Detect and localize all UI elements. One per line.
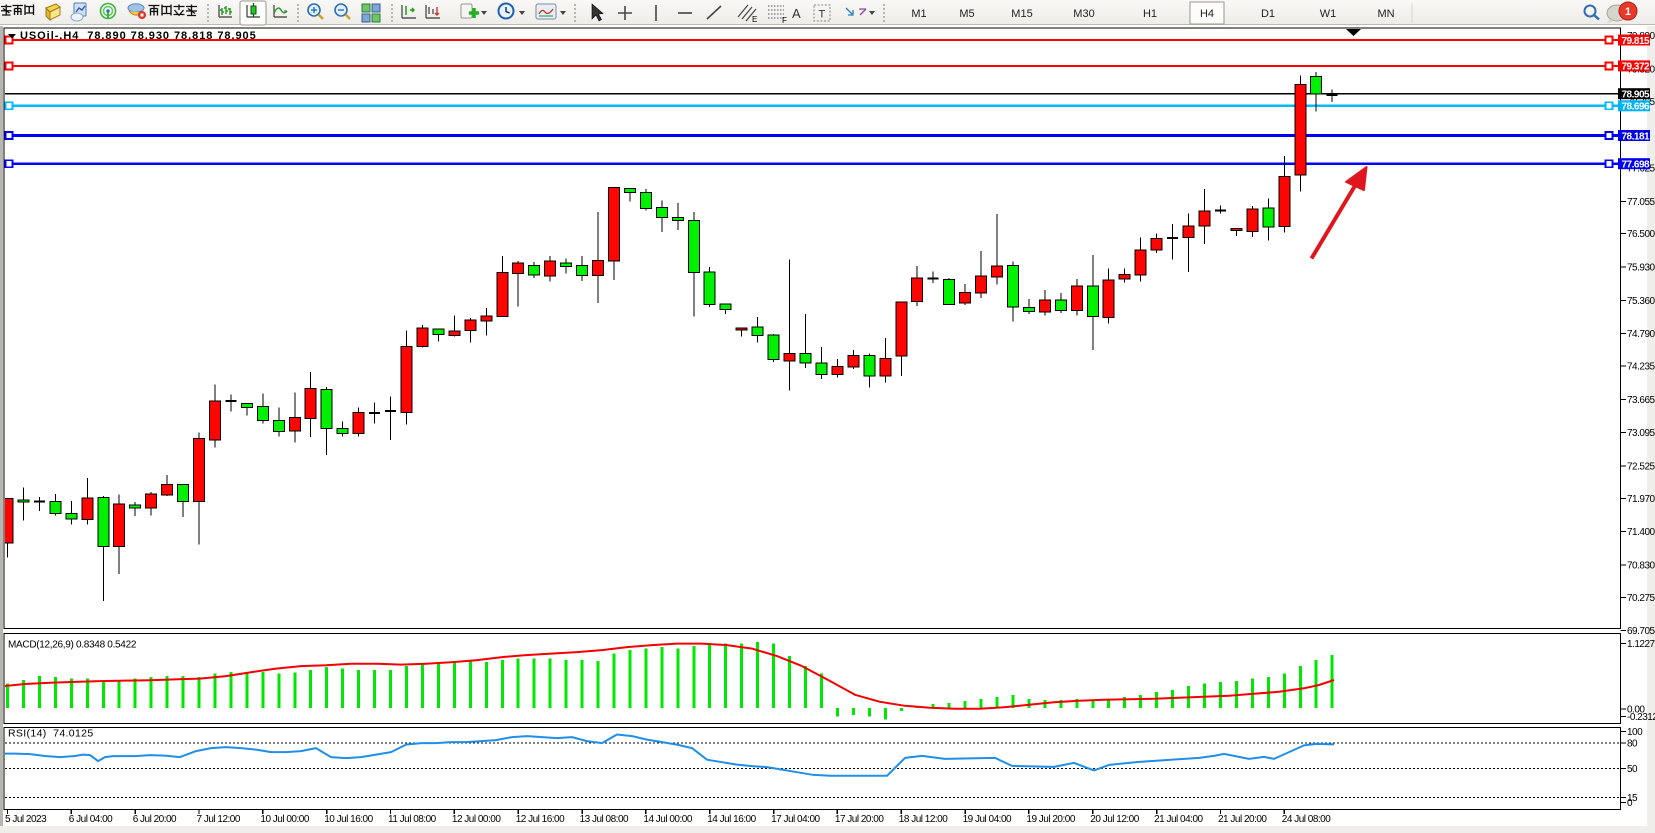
svg-text:79.372: 79.372 xyxy=(1622,62,1651,73)
svg-text:77.698: 77.698 xyxy=(1622,160,1651,171)
svg-text:-0.2312: -0.2312 xyxy=(1627,712,1655,723)
svg-text:E: E xyxy=(752,15,757,24)
svg-text:80: 80 xyxy=(1627,739,1638,750)
svg-text:18 Jul 12:00: 18 Jul 12:00 xyxy=(899,814,948,825)
svg-text:M1: M1 xyxy=(911,8,926,20)
svg-text:100: 100 xyxy=(1627,727,1643,738)
svg-text:74.235: 74.235 xyxy=(1627,362,1655,373)
svg-text:75.930: 75.930 xyxy=(1627,263,1655,274)
svg-text:71.400: 71.400 xyxy=(1627,527,1655,538)
svg-text:6 Jul 04:00: 6 Jul 04:00 xyxy=(69,814,113,825)
svg-text:F: F xyxy=(782,16,787,25)
svg-text:24 Jul 08:00: 24 Jul 08:00 xyxy=(1282,814,1331,825)
svg-text:69.705: 69.705 xyxy=(1627,626,1655,637)
svg-text:11 Jul 08:00: 11 Jul 08:00 xyxy=(388,814,437,825)
svg-text:W1: W1 xyxy=(1320,8,1337,20)
svg-text:15: 15 xyxy=(1627,793,1638,804)
svg-text:MN: MN xyxy=(1377,8,1394,20)
svg-text:0: 0 xyxy=(1627,798,1633,809)
svg-text:1.1227: 1.1227 xyxy=(1627,639,1655,650)
svg-text:17 Jul 20:00: 17 Jul 20:00 xyxy=(835,814,884,825)
svg-text:73.665: 73.665 xyxy=(1627,395,1655,406)
svg-text:5 Jul 2023: 5 Jul 2023 xyxy=(5,814,47,825)
svg-text:14 Jul 00:00: 14 Jul 00:00 xyxy=(643,814,692,825)
svg-text:75.360: 75.360 xyxy=(1627,296,1655,307)
svg-text:M30: M30 xyxy=(1073,8,1094,20)
svg-text:76.500: 76.500 xyxy=(1627,229,1655,240)
svg-text:7 Jul 12:00: 7 Jul 12:00 xyxy=(197,814,241,825)
svg-text:H4: H4 xyxy=(1200,8,1214,20)
svg-text:M15: M15 xyxy=(1011,8,1032,20)
svg-text:RSI(14) 74.0125: RSI(14) 74.0125 xyxy=(8,728,94,740)
svg-text:USOil-.H4 78.890 78.930 78.81: USOil-.H4 78.890 78.930 78.818 78.905 xyxy=(20,30,257,42)
svg-text:78.181: 78.181 xyxy=(1622,131,1651,142)
svg-text:M5: M5 xyxy=(959,8,974,20)
svg-text:77.055: 77.055 xyxy=(1627,197,1655,208)
svg-text:71.970: 71.970 xyxy=(1627,494,1655,505)
svg-text:21 Jul 20:00: 21 Jul 20:00 xyxy=(1218,814,1267,825)
svg-text:10 Jul 16:00: 10 Jul 16:00 xyxy=(324,814,373,825)
svg-text:73.095: 73.095 xyxy=(1627,428,1655,439)
svg-text:D1: D1 xyxy=(1261,8,1275,20)
svg-text:72.525: 72.525 xyxy=(1627,462,1655,473)
svg-text:6 Jul 20:00: 6 Jul 20:00 xyxy=(133,814,177,825)
svg-text:13 Jul 08:00: 13 Jul 08:00 xyxy=(580,814,629,825)
svg-text:78.696: 78.696 xyxy=(1622,102,1651,113)
svg-text:H1: H1 xyxy=(1143,8,1157,20)
svg-text:70.830: 70.830 xyxy=(1627,561,1655,572)
svg-text:79.815: 79.815 xyxy=(1622,36,1651,47)
svg-text:74.790: 74.790 xyxy=(1627,329,1655,340)
svg-text:19 Jul 04:00: 19 Jul 04:00 xyxy=(963,814,1012,825)
svg-text:0.00: 0.00 xyxy=(1627,705,1645,716)
svg-text:20 Jul 12:00: 20 Jul 12:00 xyxy=(1090,814,1139,825)
svg-text:70.275: 70.275 xyxy=(1627,593,1655,604)
svg-text:14 Jul 16:00: 14 Jul 16:00 xyxy=(707,814,756,825)
svg-text:50: 50 xyxy=(1627,764,1638,775)
svg-text:A: A xyxy=(792,6,801,21)
svg-text:19 Jul 20:00: 19 Jul 20:00 xyxy=(1026,814,1075,825)
svg-text:21 Jul 04:00: 21 Jul 04:00 xyxy=(1154,814,1203,825)
svg-text:17 Jul 04:00: 17 Jul 04:00 xyxy=(771,814,820,825)
svg-text:12 Jul 00:00: 12 Jul 00:00 xyxy=(452,814,501,825)
svg-text:78.905: 78.905 xyxy=(1622,90,1651,101)
svg-text:T: T xyxy=(819,9,826,21)
svg-text:MACD(12,26,9) 0.8348 0.5422: MACD(12,26,9) 0.8348 0.5422 xyxy=(8,640,137,651)
svg-text:10 Jul 00:00: 10 Jul 00:00 xyxy=(260,814,309,825)
svg-text:12 Jul 16:00: 12 Jul 16:00 xyxy=(516,814,565,825)
svg-text:1: 1 xyxy=(1625,6,1631,18)
